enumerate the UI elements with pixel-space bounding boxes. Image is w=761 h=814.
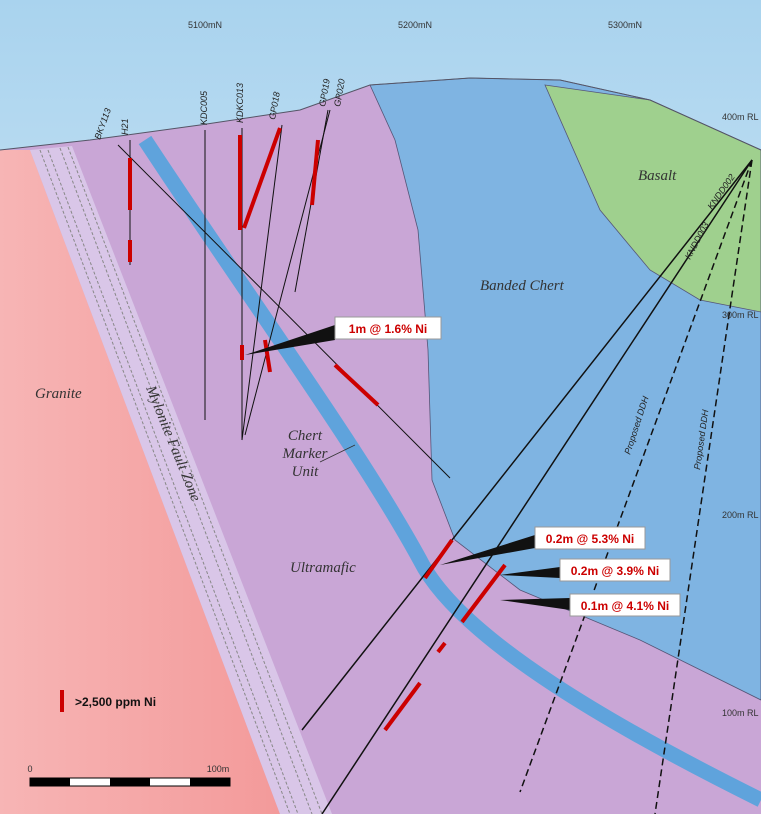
hole-label: H21	[120, 118, 130, 135]
chert-marker-band	[138, 135, 761, 807]
scale-bar: 0 100m	[27, 764, 231, 787]
hole-label: KDKC013	[235, 83, 245, 123]
surface	[0, 77, 761, 151]
mylonite-zone	[30, 146, 332, 814]
callouts: 1m @ 1.6% Ni 0.2m @ 5.3% Ni 0.2m @ 3.9% …	[334, 316, 681, 617]
northing: 5200mN	[398, 20, 432, 30]
level: 100m RL	[722, 708, 759, 718]
callout: 1m @ 1.6% Ni	[349, 322, 427, 336]
legend-label: >2,500 ppm Ni	[75, 695, 156, 709]
northing: 5300mN	[608, 20, 642, 30]
hole-label: KDC005	[199, 90, 209, 125]
granite	[0, 150, 280, 814]
drill-holes	[117, 109, 753, 814]
unit-label: Marker	[282, 446, 328, 462]
callout: 0.2m @ 3.9% Ni	[571, 564, 659, 578]
unit-label: Chert	[288, 428, 323, 444]
level: 300m RL	[722, 310, 759, 320]
callout: 0.1m @ 4.1% Ni	[581, 599, 669, 613]
callout-leaders	[245, 325, 570, 610]
ni-intervals	[128, 127, 507, 732]
level: 400m RL	[722, 112, 759, 122]
scale-label: 100m	[207, 764, 230, 774]
unit-label: Banded Chert	[480, 278, 565, 294]
unit-label: Basalt	[638, 168, 677, 184]
northing: 5100mN	[188, 20, 222, 30]
unit-label: Unit	[292, 464, 320, 480]
unit-label: Ultramafic	[290, 560, 356, 576]
hole-label: GP020	[332, 78, 347, 107]
unit-label: Granite	[35, 386, 82, 402]
fault-lines	[39, 146, 323, 814]
scale-label: 0	[27, 764, 32, 774]
callout: 0.2m @ 5.3% Ni	[546, 532, 634, 546]
hole-label: GP019	[317, 78, 332, 107]
hole-label: GP018	[267, 91, 282, 120]
level: 200m RL	[722, 510, 759, 520]
geology	[0, 77, 761, 814]
